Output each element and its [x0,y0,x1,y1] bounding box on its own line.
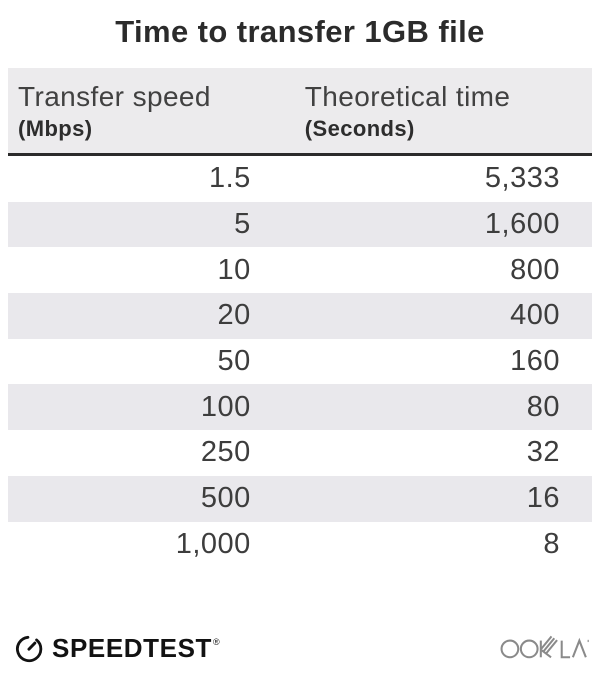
speedtest-gauge-icon [16,635,43,663]
cell-theoretical-time: 32 [526,436,560,469]
registered-trademark-mark: ® [213,637,220,647]
cell-theoretical-time: 160 [510,345,560,378]
cell-transfer-speed: 1,000 [175,527,251,560]
footer: SPEEDTEST ® [14,628,590,668]
table-row: 1,000 8 [8,522,592,568]
speedtest-wordmark: SPEEDTEST [52,633,212,663]
table-row: 50 160 [8,339,592,385]
cell-transfer-speed: 5 [234,208,251,241]
cell-theoretical-time: 800 [510,253,560,286]
column-header-transfer-speed: Transfer speed (Mbps) [8,68,271,153]
cell-theoretical-time: 1,600 [484,208,560,241]
cell-transfer-speed: 10 [217,253,251,286]
column-unit: (Seconds) [304,116,415,141]
table-row: 500 16 [8,475,592,522]
cell-theoretical-time: 8 [543,527,560,560]
column-label: Transfer speed [18,81,211,112]
cell-transfer-speed: 20 [217,299,251,332]
cell-theoretical-time: 80 [526,390,560,423]
cell-transfer-speed: 500 [200,482,251,515]
cell-transfer-speed: 1.5 [208,162,251,195]
speedtest-logo: SPEEDTEST ® [14,633,220,663]
table-row: 100 80 [8,384,592,431]
table-row: 5 1,600 [8,201,592,248]
table-row: 20 400 [8,293,592,339]
cell-transfer-speed: 250 [200,436,251,469]
cell-theoretical-time: 16 [526,482,560,515]
cell-theoretical-time: 5,333 [484,162,560,195]
table-row: 10 800 [8,247,592,293]
cell-transfer-speed: 50 [217,345,251,378]
transfer-time-table: Transfer speed (Mbps) Theoretical time (… [8,68,592,567]
cell-theoretical-time: 400 [510,299,560,332]
cell-transfer-speed: 100 [200,390,251,423]
page-title: Time to transfer 1GB file [115,14,485,49]
column-header-theoretical-time: Theoretical time (Seconds) [271,68,592,153]
table-body: 1.5 5,333 5 1,600 10 800 20 400 50 160 100 80 250 32 5… [8,156,592,567]
column-label: Theoretical time [304,81,511,112]
table-row: 250 32 [8,430,592,476]
table-row: 1.5 5,333 [8,156,592,202]
ookla-wordmark-icon [500,635,589,659]
table-header-row: Transfer speed (Mbps) Theoretical time (… [8,68,592,156]
column-unit: (Mbps) [18,116,93,141]
ookla-logo [500,635,590,661]
